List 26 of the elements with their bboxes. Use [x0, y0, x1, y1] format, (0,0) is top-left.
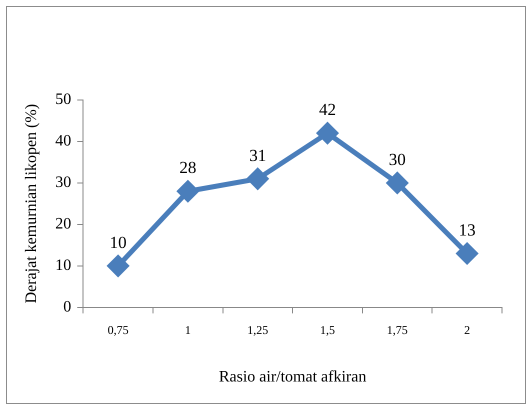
point — [386, 172, 408, 194]
x-tick-label: 1,25 — [247, 322, 268, 337]
x-axis-title: Rasio air/tomat afkiran — [218, 368, 366, 386]
y-tick-label: 10 — [55, 257, 72, 274]
x-tick-label: 0,75 — [108, 322, 129, 337]
x-tick-label: 2 — [464, 322, 470, 337]
y-tick-label: 50 — [55, 91, 72, 108]
data-label: 10 — [110, 232, 127, 252]
point — [108, 255, 129, 276]
y-tick-label: 20 — [55, 216, 72, 233]
y-tick-label: 30 — [55, 174, 72, 192]
point — [247, 168, 268, 190]
y-axis-title: Derajat kemurnian likopen (%) — [22, 104, 40, 304]
data-label: 31 — [249, 146, 266, 165]
x-tick-label: 1,75 — [386, 322, 408, 337]
x-tick-label: 1 — [184, 322, 191, 337]
data-label: 13 — [458, 220, 476, 240]
data-label: 30 — [388, 150, 406, 169]
point — [177, 180, 198, 202]
y-tick-label: 0 — [63, 298, 72, 316]
x-tick-label: 1,5 — [320, 322, 335, 337]
point — [317, 122, 338, 144]
data-label: 28 — [179, 158, 196, 178]
data-label: 42 — [319, 100, 336, 120]
y-tick-label: 40 — [55, 132, 72, 150]
point — [456, 242, 478, 264]
